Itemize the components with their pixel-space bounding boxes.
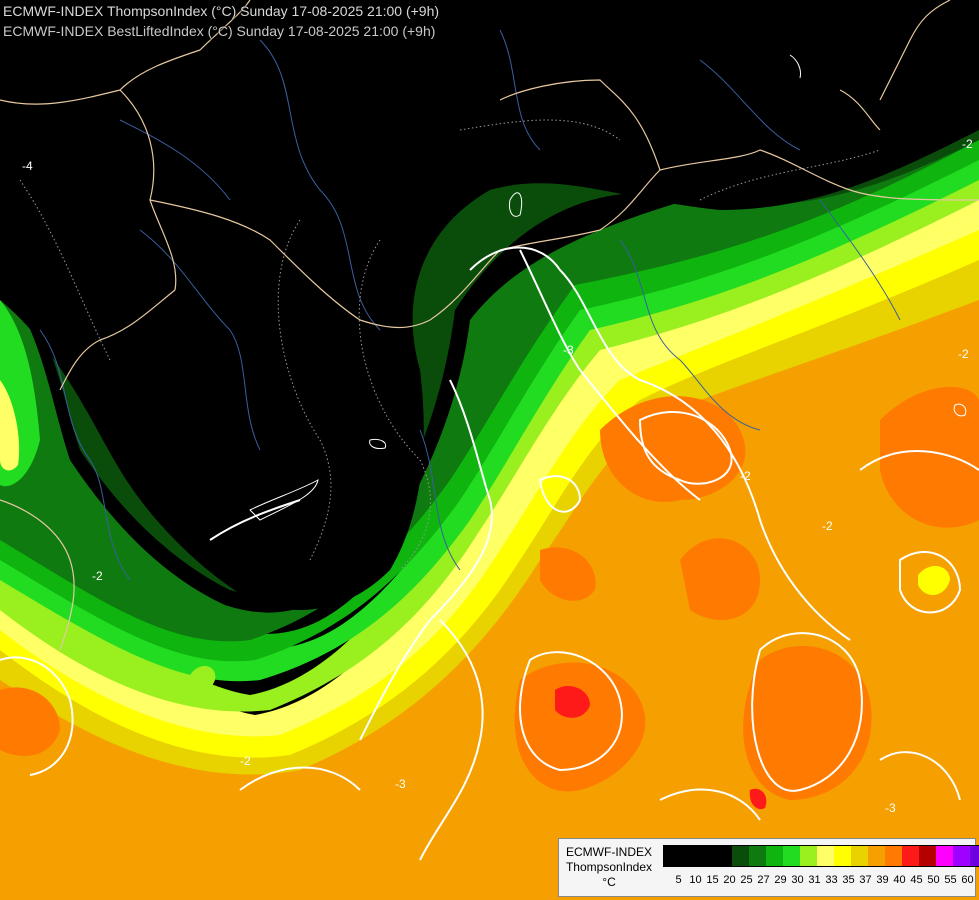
dotted-contours	[19, 119, 881, 571]
legend-swatch	[732, 846, 749, 866]
legend-tick: 33	[825, 874, 838, 886]
legend-swatch	[919, 846, 936, 866]
contour-label: -2	[822, 519, 833, 533]
contour-label: -2	[740, 469, 751, 483]
legend-tick: 45	[910, 874, 923, 886]
contour-label: -3	[563, 343, 574, 357]
legend-swatch	[851, 846, 868, 866]
legend-tick-labels: 5 10 15 20 25 27 29 30 31 33 35 37 39 40 45 50 55 60	[663, 874, 973, 888]
field-lime	[0, 160, 979, 712]
legend-tick: 20	[723, 874, 736, 886]
legend-tick: 50	[927, 874, 940, 886]
legend-tick: 30	[791, 874, 804, 886]
map-title-thompson-index: ECMWF-INDEX ThompsonIndex (°C) Sunday 17…	[3, 3, 440, 19]
legend-swatch	[868, 846, 885, 866]
legend-swatch	[817, 846, 834, 866]
contour-label: -3	[395, 777, 406, 791]
legend-tick: 39	[876, 874, 889, 886]
field-light-yellow	[0, 180, 979, 737]
legend-color-scale	[663, 845, 979, 867]
legend-swatch	[936, 846, 953, 866]
legend-swatch	[902, 846, 919, 866]
hotspot-red-2	[749, 788, 767, 810]
legend-tick: 40	[893, 874, 906, 886]
hotspot-2	[514, 662, 646, 792]
legend-swatch	[953, 846, 970, 866]
legend-model: ECMWF-INDEX	[566, 845, 652, 859]
legend-tick: 37	[859, 874, 872, 886]
legend-tick: 55	[944, 874, 957, 886]
hotspot-3	[743, 645, 872, 800]
legend-swatch	[698, 846, 715, 866]
contour-label: -3	[885, 801, 896, 815]
contour-label: -2	[92, 569, 103, 583]
hotspot-4	[880, 386, 979, 528]
legend-tick: 60	[961, 874, 974, 886]
legend-swatch	[834, 846, 851, 866]
contour-label: -2	[240, 754, 251, 768]
legend-swatch	[783, 846, 800, 866]
country-borders	[0, 0, 979, 651]
legend-swatch	[885, 846, 902, 866]
legend-tick: 35	[842, 874, 855, 886]
legend-tick: 10	[689, 874, 702, 886]
legend-swatch	[681, 846, 698, 866]
legend-tick: 25	[740, 874, 753, 886]
color-legend: ECMWF-INDEX ThompsonIndex °C 5 10 15 20 25 27…	[558, 838, 979, 897]
legend-swatch	[800, 846, 817, 866]
field-yellow	[0, 200, 979, 758]
legend-swatch	[970, 846, 979, 866]
hotspot-yellow-island	[918, 565, 950, 596]
legend-tick: 15	[706, 874, 719, 886]
field-dark-green	[0, 125, 979, 642]
legend-swatch	[766, 846, 783, 866]
isolines	[0, 246, 979, 861]
legend-swatch	[749, 846, 766, 866]
legend-tick: 5	[675, 874, 682, 886]
hotspot-lime-island	[190, 665, 216, 690]
legend-tick: 31	[808, 874, 821, 886]
legend-parameter: ThompsonIndex	[565, 860, 653, 874]
field-orange	[0, 250, 979, 900]
contour-label: -4	[22, 159, 33, 173]
lake-outlines	[249, 54, 967, 521]
field-black	[0, 0, 979, 610]
legend-caption: ECMWF-INDEX ThompsonIndex °C	[561, 845, 657, 890]
legend-unit: °C	[602, 875, 616, 889]
legend-swatch	[715, 846, 732, 866]
hotspot-6	[680, 538, 760, 620]
contour-label: -2	[962, 137, 973, 151]
hotspot-7	[540, 547, 596, 601]
field-west-yellow	[0, 380, 20, 471]
legend-swatch	[664, 846, 681, 866]
legend-tick: 27	[757, 874, 770, 886]
hotspot-red	[555, 685, 590, 718]
legend-tick: 29	[774, 874, 787, 886]
hotspot-5	[0, 687, 60, 756]
contour-labels: -2 -2 -2 -2 -2 -2 -3 -3 -3 -4	[22, 137, 973, 815]
map-title-best-lifted-index: ECMWF-INDEX BestLiftedIndex (°C) Sunday …	[3, 23, 436, 39]
contour-label: -2	[958, 347, 969, 361]
